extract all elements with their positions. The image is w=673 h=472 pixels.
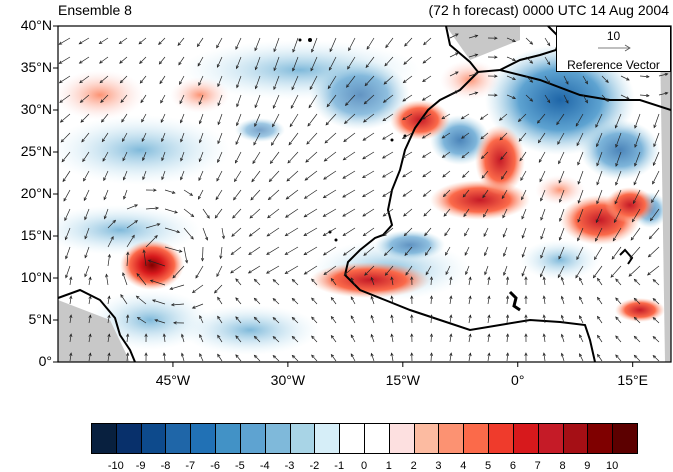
shaded-field <box>40 26 671 362</box>
colorbar-cell <box>463 423 489 454</box>
x-tick-label: 15°W <box>373 372 433 388</box>
y-tick-label: 15°N <box>2 227 52 243</box>
colorbar-cell <box>612 423 638 454</box>
colorbar-cell <box>314 423 340 454</box>
x-tick-label: 30°W <box>258 372 318 388</box>
y-tick-label: 35°N <box>2 59 52 75</box>
y-tick-label: 20°N <box>2 185 52 201</box>
colorbar-cell <box>165 423 191 454</box>
colorbar-cell <box>91 423 117 454</box>
y-tick-label: 30°N <box>2 101 52 117</box>
x-tick-label: 15°E <box>603 372 663 388</box>
x-tick-label: 45°W <box>143 372 203 388</box>
reference-vector-legend: 10 Reference Vector <box>556 26 671 72</box>
colorbar-cell <box>240 423 266 454</box>
colorbar-cell <box>364 423 390 454</box>
x-tick-label: 0° <box>488 372 548 388</box>
colorbar-cell <box>141 423 167 454</box>
colorbar-label: 10 <box>597 460 627 472</box>
colorbar-cell <box>538 423 564 454</box>
reference-vector-magnitude: 10 <box>557 29 670 43</box>
y-tick-label: 5°N <box>2 311 52 327</box>
colorbar <box>91 423 637 454</box>
reference-vector-label: Reference Vector <box>557 58 670 72</box>
colorbar-cell <box>265 423 291 454</box>
colorbar-cell <box>389 423 415 454</box>
y-tick-label: 10°N <box>2 269 52 285</box>
colorbar-cell <box>290 423 316 454</box>
colorbar-cell <box>414 423 440 454</box>
reference-vector-arrow-icon <box>597 43 633 53</box>
colorbar-cell <box>513 423 539 454</box>
colorbar-cell <box>190 423 216 454</box>
colorbar-cell <box>339 423 365 454</box>
colorbar-cell <box>563 423 589 454</box>
colorbar-cell <box>438 423 464 454</box>
y-tick-label: 40°N <box>2 17 52 33</box>
y-tick-label: 25°N <box>2 143 52 159</box>
colorbar-cell <box>587 423 613 454</box>
y-tick-label: 0° <box>2 353 52 369</box>
colorbar-cell <box>488 423 514 454</box>
colorbar-cell <box>215 423 241 454</box>
colorbar-cell <box>116 423 142 454</box>
